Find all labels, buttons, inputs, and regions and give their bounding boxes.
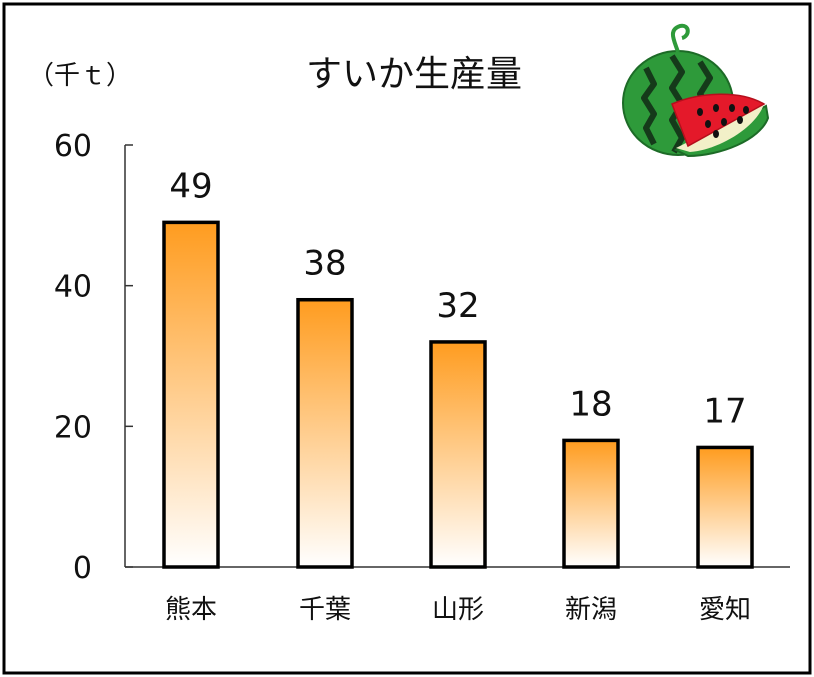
- bars-group: [162, 220, 754, 569]
- chart-title: すいか生産量: [306, 54, 522, 95]
- data-labels-group: 49 38 32 18 17: [169, 166, 746, 431]
- watermelon-icon: [622, 23, 770, 158]
- category-label: 千葉: [299, 595, 351, 625]
- data-label: 32: [436, 286, 479, 326]
- bar-山形: [429, 340, 487, 569]
- data-label: 18: [569, 384, 612, 424]
- y-tick-label: 0: [73, 551, 92, 586]
- data-label: 17: [703, 391, 746, 431]
- y-unit-label: （千ｔ）: [28, 61, 132, 91]
- y-tick-label: 60: [54, 129, 92, 164]
- category-label: 山形: [432, 595, 484, 625]
- bar-熊本: [162, 220, 220, 569]
- bar-千葉: [296, 297, 354, 569]
- y-tick-label: 20: [54, 410, 92, 445]
- y-axis-ticks: 0 20 40 60: [54, 129, 133, 586]
- data-label: 38: [303, 244, 346, 284]
- y-tick-label: 40: [54, 270, 92, 305]
- category-label: 熊本: [165, 595, 217, 625]
- category-label: 愛知: [699, 595, 751, 625]
- category-labels-group: 熊本 千葉 山形 新潟 愛知: [165, 595, 751, 625]
- category-label: 新潟: [565, 595, 617, 625]
- bar-愛知: [696, 445, 754, 569]
- data-label: 49: [169, 166, 212, 206]
- bar-新潟: [562, 438, 620, 569]
